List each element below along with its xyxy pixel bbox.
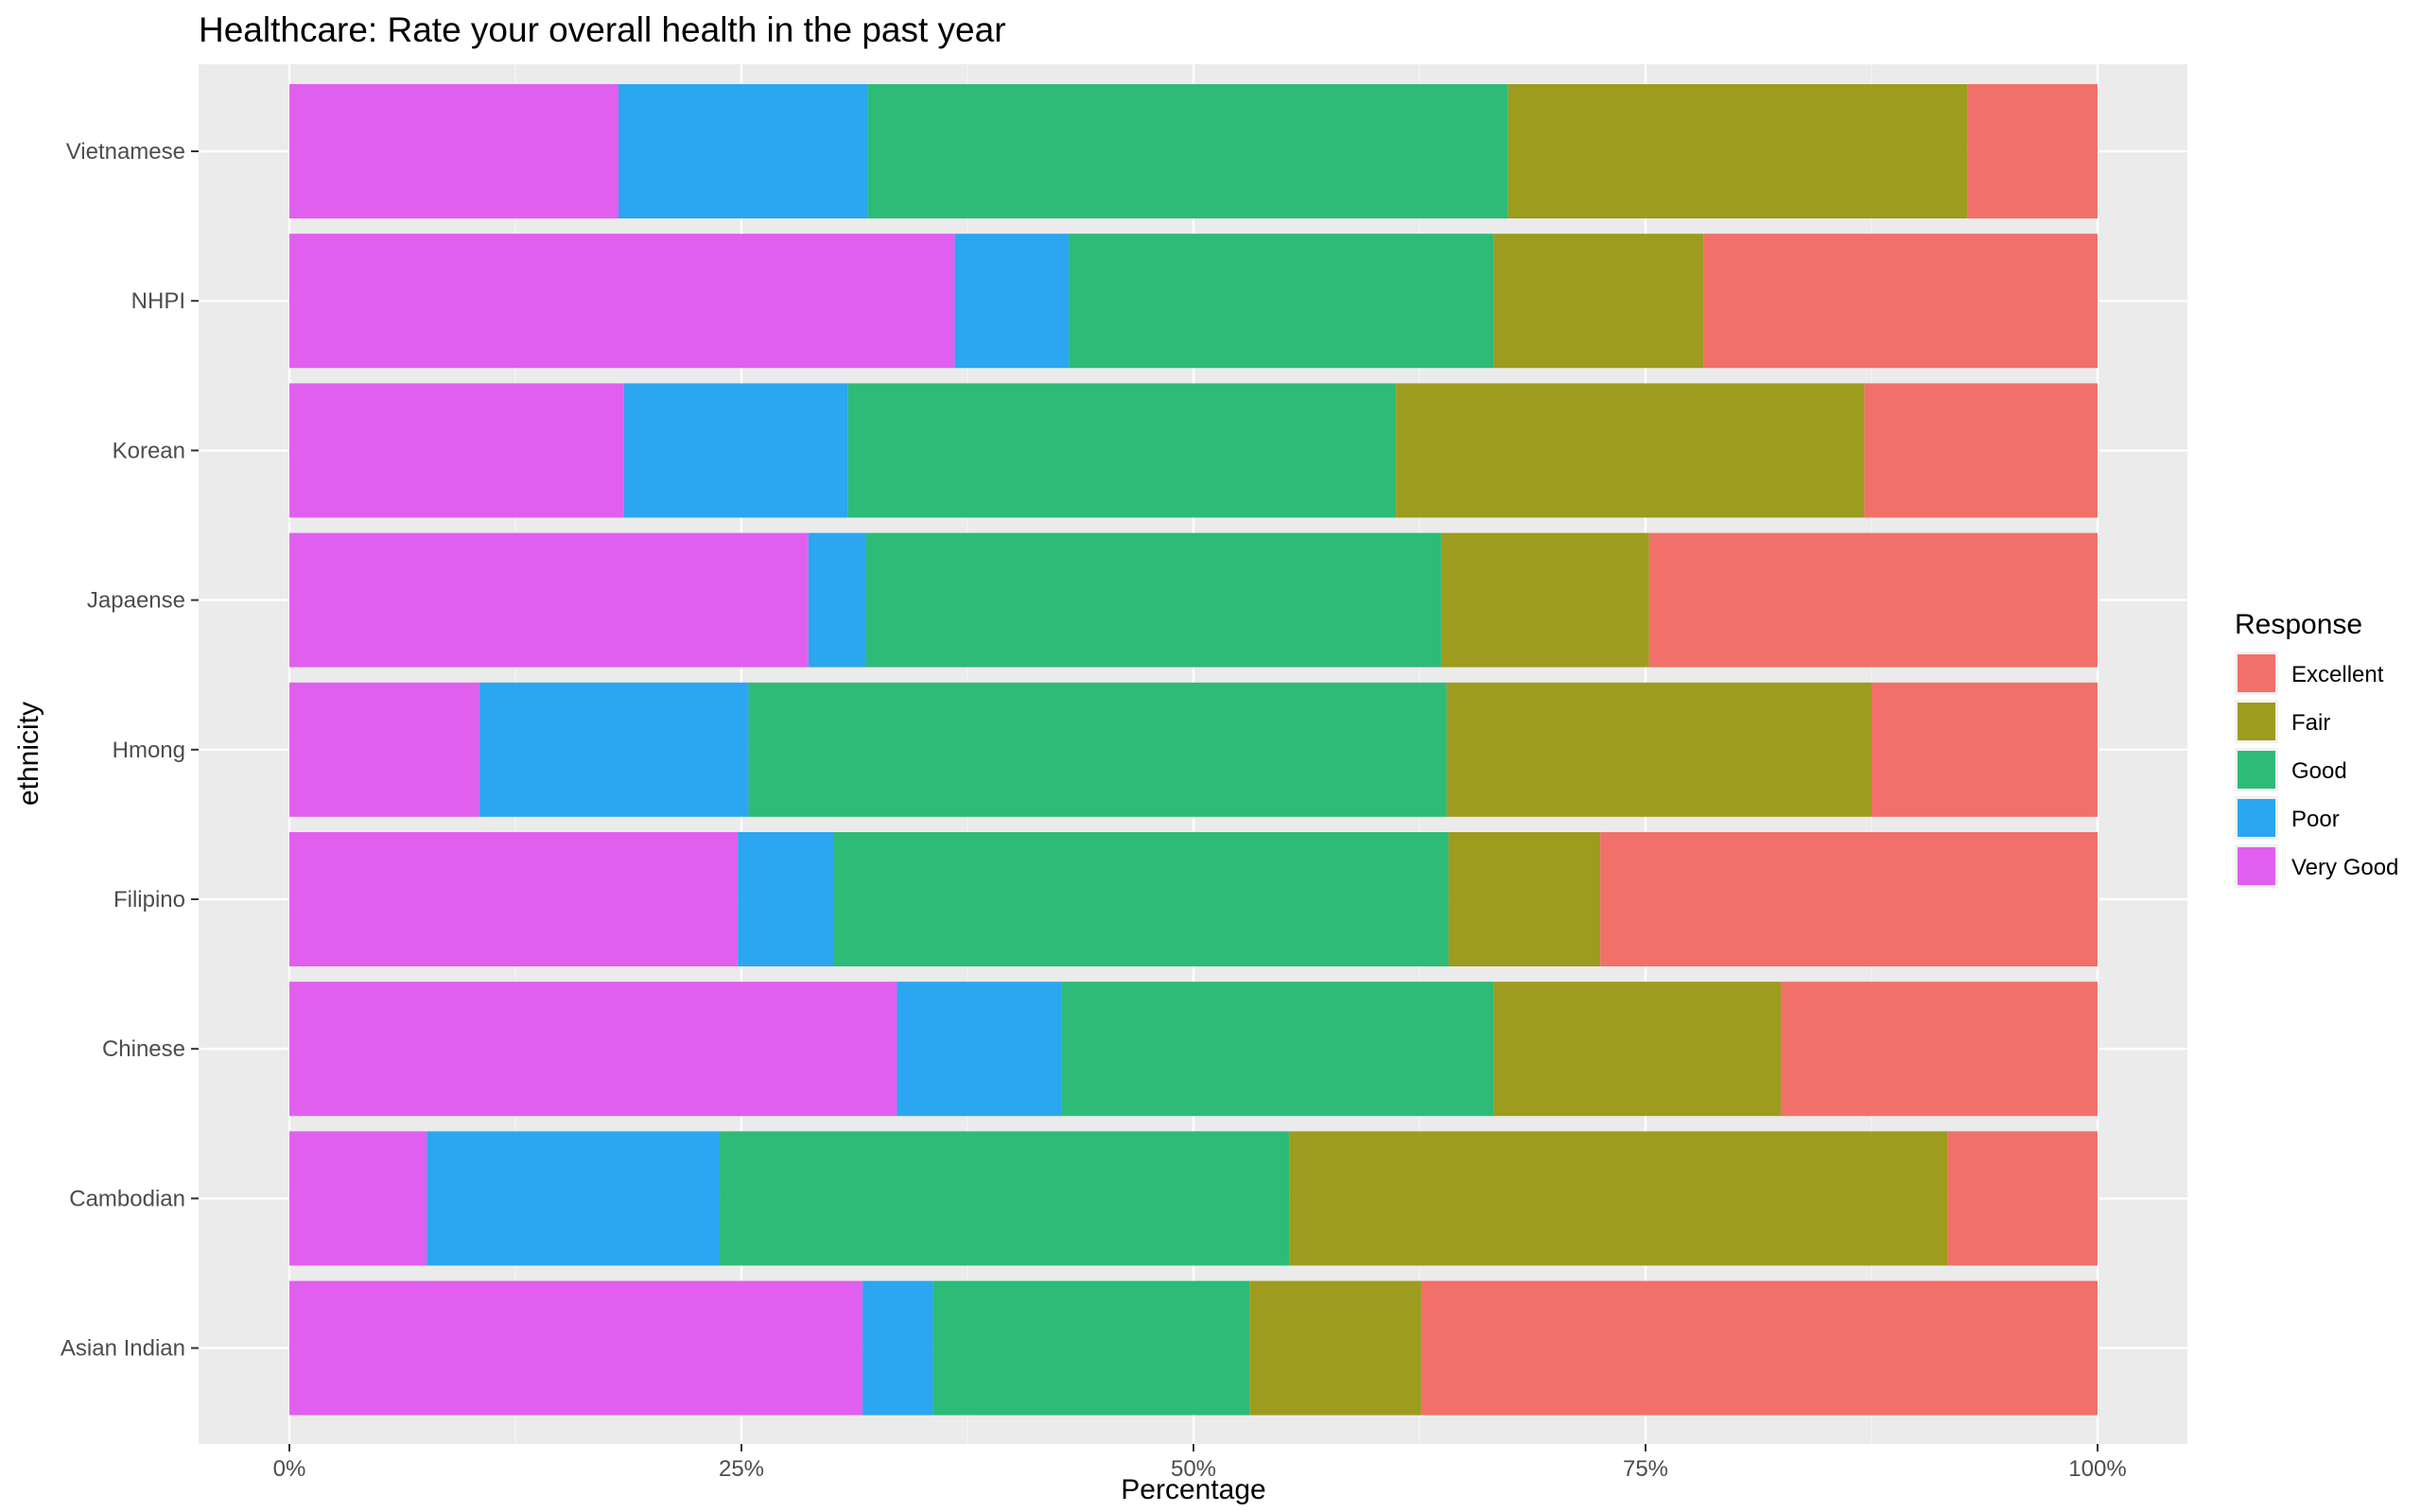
bar-segment (865, 532, 1441, 668)
y-tick-label: Hmong (113, 738, 185, 763)
bar-segment (1600, 832, 2098, 966)
bar-segment (867, 84, 1508, 218)
bar-segment (847, 383, 1397, 518)
y-tick-label: Japaense (87, 588, 185, 614)
y-tick-label: Cambodian (69, 1186, 185, 1211)
legend-label: Fair (2291, 710, 2330, 736)
x-axis: 0% 25% 50% 75% 100% (273, 1444, 2127, 1482)
legend-label: Very Good (2291, 855, 2398, 880)
bar-segment (289, 982, 897, 1117)
bar-segment (623, 383, 848, 518)
bar-segment (289, 234, 955, 369)
legend-label: Good (2291, 758, 2347, 784)
bar-segment (720, 1131, 1290, 1266)
bar-segment (1781, 982, 2098, 1117)
bar-segment (1448, 832, 1601, 966)
legend-label: Poor (2291, 807, 2340, 832)
legend-swatch (2238, 654, 2275, 692)
bar-segment (1864, 383, 2098, 518)
bar-segment (833, 832, 1449, 966)
x-tick-label: 75% (1623, 1456, 1668, 1482)
y-tick-label: Chinese (102, 1036, 185, 1062)
legend-swatch (2238, 847, 2275, 885)
bar-segment (1420, 1280, 2098, 1416)
bar-segment (1249, 1280, 1421, 1416)
bar-segment (289, 84, 618, 218)
bar-segment (1061, 982, 1494, 1117)
legend-title: Response (2235, 609, 2362, 640)
bar-segment (289, 1131, 427, 1266)
bar-segment (748, 682, 1447, 817)
bar-segment (808, 532, 866, 668)
y-tick-label: Vietnamese (66, 139, 185, 165)
bar-segment (427, 1131, 721, 1266)
legend: Response Excellent Fair Good Poor Very Good (2235, 609, 2398, 888)
bar-segment (897, 982, 1062, 1117)
bar-segment (289, 682, 479, 817)
bar-segment (618, 84, 868, 218)
bar-segment (289, 1280, 863, 1416)
bar-segment (289, 383, 624, 518)
y-axis-title: ethnicity (13, 702, 44, 806)
bar-segment (1440, 532, 1649, 668)
bar-segment (479, 682, 749, 817)
legend-swatch (2238, 799, 2275, 837)
bar-segment (289, 532, 809, 668)
y-tick-label: Korean (113, 438, 185, 463)
bar-segment (289, 832, 739, 966)
bar-segment (1069, 234, 1494, 369)
legend-swatch (2238, 703, 2275, 740)
x-tick-label: 100% (2068, 1456, 2126, 1482)
x-tick-label: 0% (273, 1456, 306, 1482)
chart-title: Healthcare: Rate your overall health in … (199, 10, 1006, 49)
bar-segment (1507, 84, 1968, 218)
bar-segment (1446, 682, 1872, 817)
bar-segment (1396, 383, 1865, 518)
bar-segment (1967, 84, 2098, 218)
bar-segment (1648, 532, 2098, 668)
bar-segment (1493, 234, 1704, 369)
bars (289, 84, 2098, 1416)
bar-segment (1289, 1131, 1948, 1266)
x-axis-title: Percentage (1121, 1474, 1265, 1505)
y-axis: Asian Indian Cambodian Chinese Filipino Hmon… (61, 139, 199, 1362)
x-tick-label: 50% (1171, 1456, 1216, 1482)
legend-swatch (2238, 751, 2275, 789)
x-tick-label: 25% (719, 1456, 764, 1482)
bar-segment (1703, 234, 2098, 369)
bar-segment (1493, 982, 1782, 1117)
y-tick-label: NHPI (131, 288, 185, 314)
y-tick-label: Asian Indian (61, 1336, 185, 1362)
bar-segment (932, 1280, 1250, 1416)
bar-segment (1947, 1131, 2098, 1266)
bar-segment (1872, 682, 2098, 817)
y-tick-label: Filipino (113, 887, 185, 912)
bar-segment (954, 234, 1070, 369)
bar-segment (738, 832, 834, 966)
legend-label: Excellent (2291, 662, 2384, 687)
bar-segment (862, 1280, 933, 1416)
